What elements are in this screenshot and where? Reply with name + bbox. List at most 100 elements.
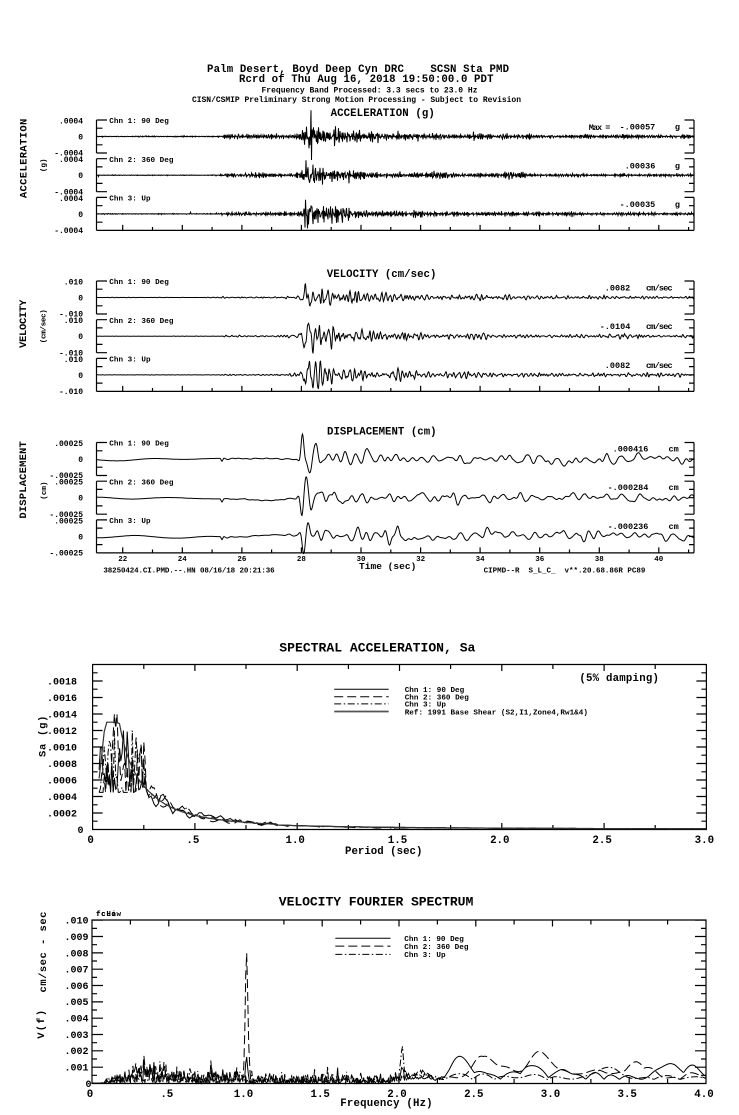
svg-text:.010: .010 <box>64 356 83 365</box>
svg-text:-.00025: -.00025 <box>49 550 83 559</box>
svg-text:g: g <box>675 161 680 171</box>
svg-text:.0004: .0004 <box>59 117 83 126</box>
svg-text:Chn 1: 90 Deg: Chn 1: 90 Deg <box>109 441 169 449</box>
svg-text:VELOCITY: VELOCITY <box>18 299 30 348</box>
svg-text:Chn 1: 90 Deg: Chn 1: 90 Deg <box>109 279 169 287</box>
svg-text:-.00035: -.00035 <box>620 200 656 210</box>
svg-text:(g): (g) <box>40 158 48 172</box>
svg-text:3.5: 3.5 <box>617 1089 636 1101</box>
svg-text:.00025: .00025 <box>54 440 83 449</box>
svg-text:0: 0 <box>78 211 83 220</box>
svg-text:0: 0 <box>78 172 83 181</box>
svg-text:-.000236: -.000236 <box>608 522 649 532</box>
svg-text:30: 30 <box>356 556 366 564</box>
svg-text:-.010: -.010 <box>59 349 83 358</box>
svg-text:.0014: .0014 <box>47 710 77 721</box>
svg-text:.000416: .000416 <box>613 444 649 454</box>
svg-text:Chn 3: Up: Chn 3: Up <box>109 196 151 204</box>
svg-text:22: 22 <box>118 556 128 564</box>
svg-text:0: 0 <box>87 1089 93 1101</box>
svg-text:cm/sec - sec: cm/sec - sec <box>38 912 50 993</box>
svg-text:.005: .005 <box>64 998 88 1009</box>
svg-text:0: 0 <box>78 372 83 381</box>
svg-text:-.0004: -.0004 <box>54 188 83 197</box>
svg-text:.0082: .0082 <box>605 284 631 294</box>
svg-text:(cm/sec): (cm/sec) <box>40 309 48 343</box>
svg-text:34: 34 <box>476 556 486 564</box>
svg-text:V(f): V(f) <box>36 1010 48 1039</box>
svg-text:g: g <box>675 200 680 210</box>
svg-text:.0004: .0004 <box>59 156 83 165</box>
svg-text:.0002: .0002 <box>47 809 77 820</box>
svg-text:0: 0 <box>78 294 83 303</box>
svg-text:DISPLACEMENT (cm): DISPLACEMENT (cm) <box>327 427 437 439</box>
svg-text:.010: .010 <box>64 917 88 928</box>
svg-text:.00025: .00025 <box>54 517 83 526</box>
svg-text:Period (sec): Period (sec) <box>345 846 422 858</box>
svg-text:Chn 3: Up: Chn 3: Up <box>405 702 447 710</box>
svg-text:.006: .006 <box>64 982 88 993</box>
svg-text:.010: .010 <box>64 317 83 326</box>
svg-text:-.00025: -.00025 <box>49 472 83 481</box>
svg-text:Chn 2: 360 Deg: Chn 2: 360 Deg <box>109 318 174 326</box>
svg-text:Sa (g): Sa (g) <box>37 716 49 758</box>
svg-text:.003: .003 <box>64 1031 88 1042</box>
svg-text:(cm): (cm) <box>41 481 49 499</box>
svg-text:fcHi: fcHi <box>96 911 116 919</box>
svg-text:VELOCITY (cm/sec): VELOCITY (cm/sec) <box>327 269 437 281</box>
svg-text:.002: .002 <box>64 1047 88 1058</box>
svg-text:36: 36 <box>535 556 545 564</box>
svg-text:-.0004: -.0004 <box>54 227 83 236</box>
svg-text:-.010: -.010 <box>59 388 83 397</box>
svg-text:.0010: .0010 <box>47 743 77 754</box>
svg-text:0: 0 <box>78 533 83 542</box>
svg-text:.00036: .00036 <box>625 161 656 171</box>
svg-text:-.000284: -.000284 <box>608 483 649 493</box>
svg-text:-.0004: -.0004 <box>54 150 83 159</box>
svg-text:.001: .001 <box>64 1064 88 1075</box>
svg-text:-.00057: -.00057 <box>620 123 656 133</box>
svg-text:(5% damping): (5% damping) <box>579 673 659 685</box>
svg-text:cm: cm <box>669 522 679 532</box>
svg-text:.007: .007 <box>64 966 88 977</box>
svg-text:.0004: .0004 <box>59 195 83 204</box>
svg-text:Chn 3: Up: Chn 3: Up <box>109 518 151 526</box>
svg-text:CISN/CSMIP Preliminary Strong: CISN/CSMIP Preliminary Strong Motion Pro… <box>192 96 521 105</box>
svg-text:.00025: .00025 <box>54 479 83 488</box>
svg-text:cm/sec: cm/sec <box>646 322 673 332</box>
svg-text:ACCELERATION: ACCELERATION <box>18 119 30 199</box>
svg-text:.009: .009 <box>64 933 88 944</box>
svg-text:.0004: .0004 <box>47 793 77 804</box>
svg-text:0: 0 <box>78 456 83 465</box>
svg-text:2.5: 2.5 <box>592 835 611 847</box>
svg-text:SPECTRAL ACCELERATION, Sa: SPECTRAL ACCELERATION, Sa <box>279 641 475 656</box>
svg-text:0: 0 <box>78 495 83 504</box>
svg-text:Rcrd of Thu Aug 16, 2018 19:50: Rcrd of Thu Aug 16, 2018 19:50:00.0 PDT <box>239 74 494 86</box>
svg-text:2.0: 2.0 <box>490 835 509 847</box>
svg-text:4.0: 4.0 <box>694 1089 713 1101</box>
svg-text:cm/sec: cm/sec <box>646 284 673 294</box>
svg-text:.0008: .0008 <box>47 760 77 771</box>
svg-text:0: 0 <box>78 333 83 342</box>
svg-text:1.5: 1.5 <box>388 835 407 847</box>
svg-text:Chn 2: 360 Deg: Chn 2: 360 Deg <box>109 479 174 487</box>
svg-text:0: 0 <box>77 826 83 837</box>
svg-text:0: 0 <box>78 133 83 142</box>
svg-text:Chn 1: 90 Deg: Chn 1: 90 Deg <box>405 687 465 695</box>
svg-text:Chn 2: 360 Deg: Chn 2: 360 Deg <box>109 157 174 165</box>
svg-text:fcLow: fcLow <box>96 911 121 919</box>
svg-text:.010: .010 <box>64 278 83 287</box>
svg-text:2.5: 2.5 <box>464 1089 483 1101</box>
svg-text:38: 38 <box>595 556 605 564</box>
svg-text:-.010: -.010 <box>59 311 83 320</box>
svg-text:ACCELERATION (g): ACCELERATION (g) <box>331 108 435 120</box>
svg-text:3.0: 3.0 <box>541 1089 560 1101</box>
svg-text:40: 40 <box>654 556 664 564</box>
svg-text:.008: .008 <box>64 949 88 960</box>
svg-text:.0082: .0082 <box>605 361 631 371</box>
svg-text:Max =: Max = <box>589 123 611 133</box>
svg-text:32: 32 <box>416 556 426 564</box>
svg-text:Frequency Band Processed: 3.3: Frequency Band Processed: 3.3 secs to 23… <box>262 86 478 95</box>
svg-text:1.5: 1.5 <box>310 1089 329 1101</box>
svg-text:Time (sec): Time (sec) <box>359 561 416 572</box>
